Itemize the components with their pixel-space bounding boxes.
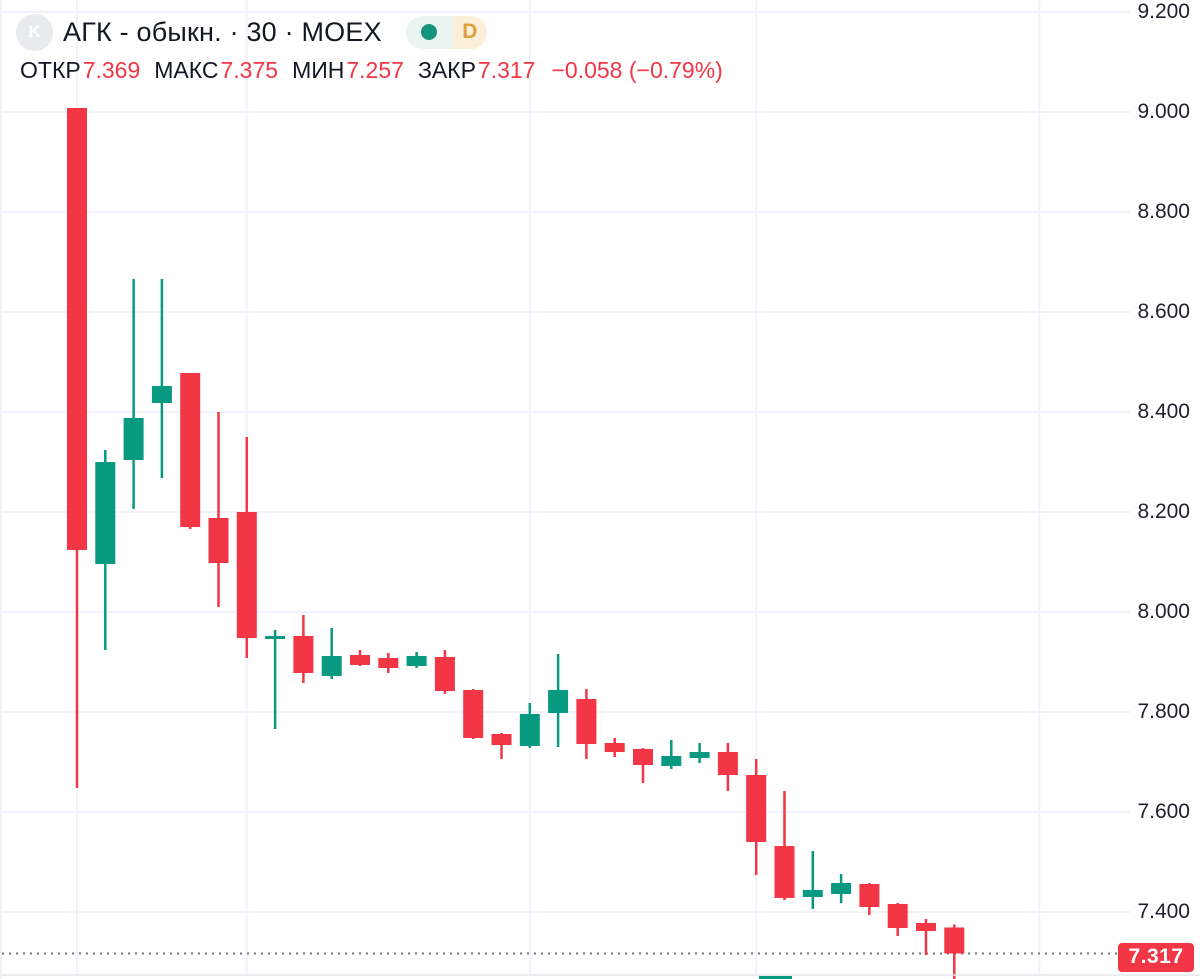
candle-up xyxy=(548,654,569,747)
low-value: 7.257 xyxy=(346,57,404,83)
candle-body xyxy=(67,108,87,550)
candle-down xyxy=(491,733,512,759)
candle-down xyxy=(916,919,936,955)
candle-up xyxy=(265,630,286,729)
candle-down xyxy=(944,924,965,979)
candle-down xyxy=(463,689,484,739)
candle-body xyxy=(321,656,342,676)
high-label: МАКС xyxy=(154,57,219,83)
close-label: ЗАКР xyxy=(417,57,476,83)
candle-body xyxy=(774,846,795,898)
candle-body xyxy=(378,658,399,668)
candle-down xyxy=(633,748,653,783)
candle-down xyxy=(887,903,908,936)
candle-down xyxy=(293,615,314,683)
y-axis-tick-label: 7.400 xyxy=(1137,900,1190,923)
candle-body xyxy=(916,923,936,931)
change-value: −0.058 (−0.79%) xyxy=(551,57,723,83)
candle-body xyxy=(491,734,512,745)
candle-body xyxy=(151,386,172,403)
y-axis-tick-label: 8.400 xyxy=(1137,400,1190,423)
candle-down xyxy=(604,738,625,757)
candle-body xyxy=(576,699,597,744)
candle-body xyxy=(95,462,116,564)
open-value: 7.369 xyxy=(82,57,141,83)
close-value: 7.317 xyxy=(477,57,536,83)
candle-body xyxy=(661,756,682,766)
candle-body xyxy=(123,418,144,460)
candle-body xyxy=(859,884,880,907)
chart-legend: K АГК - обыкн. · 30 · MOEX D ОТКР7.369 М… xyxy=(16,12,723,84)
y-axis-tick-label: 7.800 xyxy=(1137,700,1190,723)
candle-body xyxy=(689,752,710,758)
candle-body xyxy=(293,636,314,673)
candle-down xyxy=(774,791,795,900)
market-open-dot-icon xyxy=(421,24,438,40)
candle-body xyxy=(208,518,229,563)
candle-up xyxy=(661,740,682,769)
candle-body xyxy=(434,657,455,691)
y-axis-tick-label: 7.600 xyxy=(1137,800,1190,823)
candle-body xyxy=(887,904,908,928)
candle-body xyxy=(633,749,653,765)
ohlc-readout: ОТКР7.369 МАКС7.375 МИН7.257 ЗАКР7.317 −… xyxy=(20,57,723,84)
y-axis-tick-label: 9.200 xyxy=(1137,0,1190,23)
candle-up xyxy=(321,628,342,679)
candle-down xyxy=(180,373,201,529)
last-price-label: 7.317 xyxy=(1118,942,1194,972)
candle-up xyxy=(689,743,710,763)
candle-up xyxy=(95,450,116,650)
dividends-badge[interactable]: D xyxy=(452,15,487,49)
candle-down xyxy=(378,653,399,673)
candle-body xyxy=(802,890,823,897)
candle-down xyxy=(208,412,229,607)
market-status-segment xyxy=(405,15,453,49)
low-label: МИН xyxy=(292,57,345,83)
candle-body xyxy=(180,373,201,527)
y-axis-tick-label: 9.000 xyxy=(1137,100,1190,123)
candle-up xyxy=(406,652,427,668)
candle-body xyxy=(406,656,427,666)
open-label: ОТКР xyxy=(20,57,81,83)
candle-body xyxy=(548,690,569,713)
candle-up xyxy=(519,703,540,748)
candle-body xyxy=(746,775,767,842)
candle-up xyxy=(831,874,852,903)
y-axis-tick-label: 8.000 xyxy=(1137,600,1190,623)
candle-down xyxy=(746,759,767,875)
candle-down xyxy=(717,743,738,791)
symbol-title[interactable]: АГК - обыкн. · 30 · MOEX xyxy=(63,16,382,47)
candle-down xyxy=(350,650,370,666)
high-value: 7.375 xyxy=(220,57,279,83)
candle-body xyxy=(350,655,370,665)
symbol-logo-avatar: K xyxy=(16,13,53,51)
price-axis[interactable]: 9.200 9.000 8.800 8.600 8.400 8.200 8.000 7.800… xyxy=(1128,0,1200,979)
candle-body xyxy=(717,752,738,775)
candle-down xyxy=(859,883,880,915)
volume-bar-peek xyxy=(759,976,792,979)
candle-body xyxy=(831,883,852,894)
candle-body xyxy=(265,636,286,639)
candle-up xyxy=(123,279,144,509)
candle-up xyxy=(802,851,823,909)
candle-up xyxy=(151,279,172,478)
candle-body xyxy=(604,743,625,752)
candle-body xyxy=(236,512,257,638)
candle-down xyxy=(67,108,87,788)
y-axis-tick-label: 8.200 xyxy=(1137,500,1190,523)
candle-body xyxy=(519,714,540,746)
candle-down xyxy=(434,650,455,694)
candle-down xyxy=(576,689,597,759)
market-status-interval-badge[interactable]: D xyxy=(405,15,487,49)
y-axis-tick-label: 8.800 xyxy=(1137,200,1190,223)
candle-down xyxy=(236,437,257,658)
y-axis-tick-label: 8.600 xyxy=(1137,300,1190,323)
candle-body xyxy=(944,927,965,954)
candle-body xyxy=(463,690,484,738)
